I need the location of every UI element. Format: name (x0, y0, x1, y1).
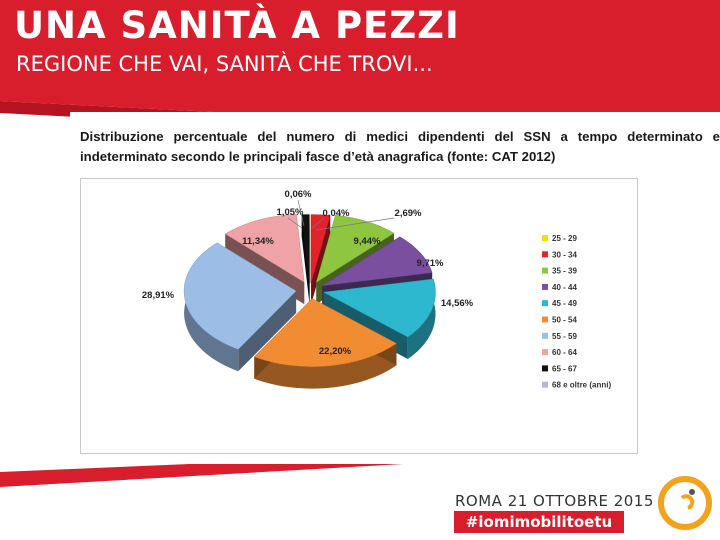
legend-label-40-44: 40 - 44 (552, 283, 577, 292)
leader-line (315, 217, 395, 231)
data-label-35-39: 9,44% (354, 236, 381, 247)
data-label-40-44: 9,71% (417, 258, 444, 269)
pie-slice-45-49[interactable] (322, 278, 436, 338)
pie-slice-50-54[interactable] (253, 298, 397, 367)
data-label-45-49: 14,56% (441, 298, 474, 309)
legend-swatch-65-67 (542, 365, 548, 372)
pie-slice-side-50-54 (254, 343, 397, 389)
legend-swatch-68eoltre(anni) (542, 381, 548, 388)
legend-swatch-35-39 (542, 267, 548, 274)
hashtag-badge[interactable]: #iomimobilitoetu (454, 511, 624, 533)
legend-label-55-59: 55 - 59 (552, 332, 577, 341)
data-label-55-59: 28,91% (142, 290, 175, 301)
data-label-25-29: 0,04% (323, 208, 350, 219)
legend-label-45-49: 45 - 49 (552, 299, 577, 308)
leader-line (297, 199, 305, 227)
pie-chart: 0,04% 2,69% 9,44% 9,71% 14,56% 22,20% 28,91% 11… (142, 189, 612, 390)
leader-line (311, 217, 325, 229)
pie-slice-35-39[interactable] (315, 215, 395, 283)
page-subtitle: REGIONE CHE VAI, SANITÀ CHE TROVI... (16, 52, 433, 76)
page-title: UNA SANITÀ A PEZZI (14, 4, 460, 47)
pie-slice-side-45-49 (407, 279, 436, 359)
pie-slice-wall (238, 291, 297, 372)
legend-label-68eoltre(anni): 68 e oltre (anni) (552, 381, 611, 390)
legend-swatch-45-49 (542, 300, 548, 307)
pie-slice-65-67[interactable] (301, 214, 310, 283)
legend-swatch-30-34 (542, 251, 548, 258)
data-label-68eoltre(anni): 0,06% (285, 189, 312, 200)
pie-slice-wall (311, 215, 331, 305)
legend-label-65-67: 65 - 67 (552, 364, 577, 373)
pie-slice-60-64[interactable] (224, 214, 305, 283)
data-label-65-67: 1,05% (277, 207, 304, 218)
legend-label-50-54: 50 - 54 (552, 316, 577, 325)
pie-slice-55-59[interactable] (183, 242, 297, 350)
leader-line (287, 217, 303, 229)
pie-slice-wall (301, 214, 310, 305)
legend-swatch-55-59 (542, 332, 548, 339)
legend-label-30-34: 30 - 34 (552, 250, 577, 259)
pie-slice-40-44[interactable] (322, 236, 433, 287)
chart-description: Distribuzione percentuale del numero di … (80, 129, 720, 164)
legend-swatch-60-64 (542, 349, 548, 356)
legend-label-60-64: 60 - 64 (552, 348, 577, 357)
logo-icon (658, 476, 712, 530)
data-label-50-54: 22,20% (319, 346, 352, 357)
legend-swatch-40-44 (542, 283, 548, 290)
event-date: ROMA 21 OTTOBRE 2015 (455, 492, 654, 510)
pie-slice-30-34[interactable] (310, 214, 331, 283)
data-label-30-34: 2,69% (395, 208, 422, 219)
data-label-60-64: 11,34% (242, 236, 274, 247)
legend-swatch-25-29 (542, 235, 548, 241)
legend-swatch-50-54 (542, 316, 548, 323)
legend-label-35-39: 35 - 39 (552, 267, 577, 276)
legend-label-25-29: 25 - 29 (552, 234, 577, 243)
